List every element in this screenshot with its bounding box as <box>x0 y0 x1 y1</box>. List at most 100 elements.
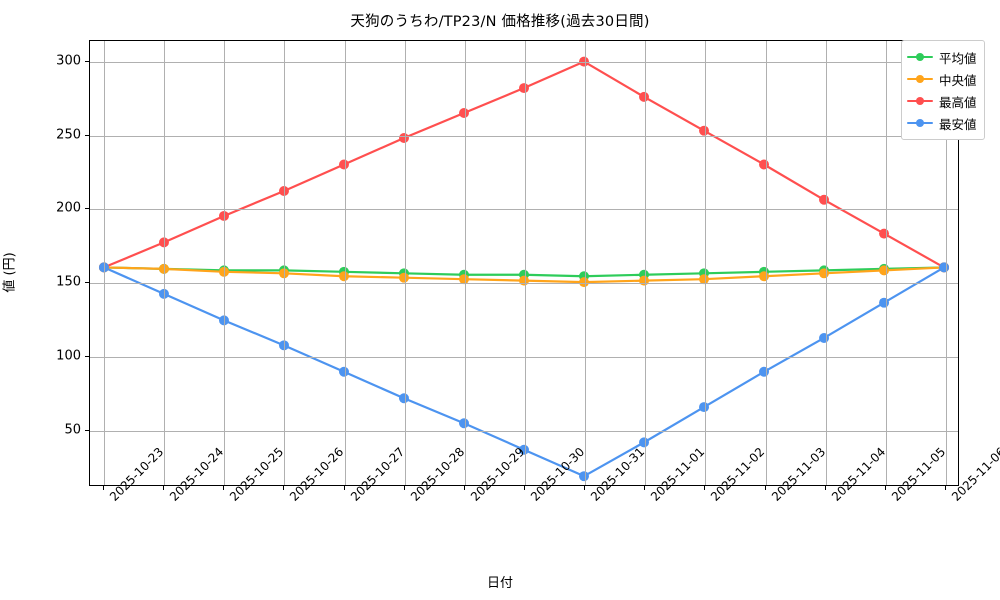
x-axis-tick-mark <box>644 486 646 490</box>
legend-item-平均値[interactable]: 平均値 <box>907 46 977 68</box>
y-axis-label: 値 (円) <box>2 252 18 293</box>
x-axis-tick-label: 2025-10-29 <box>468 445 527 504</box>
x-axis-tick-label: 2025-10-24 <box>167 445 226 504</box>
x-axis-tick-label: 2025-11-01 <box>648 445 707 504</box>
data-point-marker <box>819 333 830 343</box>
gridline-vertical <box>344 41 346 485</box>
gridline-vertical <box>104 41 105 485</box>
data-point-marker <box>459 274 469 285</box>
data-point-marker <box>819 194 830 205</box>
x-axis-tick-mark <box>824 486 826 490</box>
x-axis-tick-label: 2025-11-05 <box>889 445 948 504</box>
data-point-marker <box>579 56 589 67</box>
gridline-vertical <box>946 41 947 485</box>
gridline-vertical <box>164 41 166 485</box>
gridline-horizontal <box>90 135 958 137</box>
data-point-marker <box>579 277 589 288</box>
x-axis-tick-mark <box>283 486 285 490</box>
data-point-marker <box>158 263 169 274</box>
data-point-marker <box>338 271 349 282</box>
data-point-marker <box>278 185 289 196</box>
data-point-marker <box>939 262 950 273</box>
y-axis-tick-mark <box>85 282 89 284</box>
gridline-vertical <box>825 41 827 485</box>
data-point-marker <box>879 265 890 276</box>
data-point-marker <box>459 108 469 119</box>
data-point-marker <box>879 297 890 308</box>
x-axis-tick-mark <box>884 486 886 490</box>
data-point-marker <box>699 125 710 136</box>
legend-item-中央値[interactable]: 中央値 <box>907 68 977 90</box>
data-point-marker <box>158 288 169 299</box>
x-axis-tick-mark <box>764 486 766 490</box>
data-point-marker <box>218 315 229 326</box>
x-axis-tick-label: 2025-10-23 <box>107 445 166 504</box>
legend-item-最高値[interactable]: 最高値 <box>907 90 977 112</box>
x-axis-tick-label: 2025-11-02 <box>708 445 767 504</box>
legend-label: 中央値 <box>939 72 977 88</box>
data-point-marker <box>338 366 349 377</box>
gridline-vertical <box>585 41 587 485</box>
data-point-marker <box>158 237 169 248</box>
y-axis-tick-mark <box>85 208 89 210</box>
data-point-marker <box>398 393 409 404</box>
gridline-horizontal <box>90 61 958 63</box>
data-point-marker <box>879 228 890 239</box>
x-axis-tick-label: 2025-11-06 <box>949 444 1000 504</box>
y-axis-tick-label: 50 <box>64 422 81 438</box>
legend-label: 平均値 <box>939 50 977 66</box>
y-axis-tick-label: 200 <box>56 200 81 216</box>
legend-label: 最安値 <box>939 116 977 132</box>
gridline-horizontal <box>90 283 958 285</box>
data-point-marker <box>639 437 650 448</box>
x-axis-tick-mark <box>223 486 225 490</box>
x-axis-tick-mark <box>403 486 405 490</box>
y-axis-tick-label: 150 <box>56 274 81 290</box>
data-point-marker <box>699 274 710 285</box>
gridline-horizontal <box>90 209 958 211</box>
gridline-vertical <box>404 41 406 485</box>
gridline-vertical <box>525 41 526 485</box>
x-axis-tick-label: 2025-11-04 <box>829 445 888 504</box>
y-axis-tick-mark <box>85 429 89 431</box>
data-point-marker <box>819 268 830 279</box>
data-point-marker <box>519 275 529 286</box>
legend-marker-icon <box>907 117 933 129</box>
gridline-vertical <box>705 41 707 485</box>
x-axis-tick-label: 2025-10-27 <box>348 445 407 504</box>
data-point-marker <box>699 402 710 413</box>
gridline-horizontal <box>90 430 958 432</box>
legend-marker-icon <box>907 73 933 85</box>
legend-label: 最高値 <box>939 94 977 110</box>
data-point-marker <box>579 471 589 482</box>
x-axis-tick-mark <box>163 486 165 490</box>
x-axis-tick-label: 2025-11-03 <box>769 445 828 504</box>
y-axis-tick-mark <box>85 356 89 357</box>
x-axis-tick-mark <box>945 486 946 490</box>
data-point-marker <box>759 271 770 282</box>
gridline-vertical <box>464 41 466 485</box>
x-axis-tick-mark <box>103 486 104 490</box>
data-point-marker <box>398 272 409 283</box>
x-axis-tick-label: 2025-10-28 <box>408 445 467 504</box>
gridline-vertical <box>765 41 767 485</box>
gridline-vertical <box>645 41 647 485</box>
x-axis-tick-mark <box>524 486 525 490</box>
data-point-marker <box>519 444 529 455</box>
gridline-vertical <box>885 41 887 485</box>
gridline-vertical <box>224 41 226 485</box>
chart-plot-lines <box>98 56 950 482</box>
chart-legend: 平均値中央値最高値最安値 <box>901 40 985 140</box>
gridline-horizontal <box>90 357 958 358</box>
y-axis-tick-label: 100 <box>56 348 81 364</box>
legend-marker-icon <box>907 95 933 107</box>
x-axis-tick-mark <box>704 486 706 490</box>
legend-item-最安値[interactable]: 最安値 <box>907 112 977 134</box>
x-axis-tick-label: 2025-10-30 <box>528 445 587 504</box>
data-point-marker <box>278 268 289 279</box>
data-point-marker <box>759 159 770 170</box>
gridline-vertical <box>284 41 286 485</box>
data-point-marker <box>639 275 650 286</box>
data-point-marker <box>218 266 229 277</box>
